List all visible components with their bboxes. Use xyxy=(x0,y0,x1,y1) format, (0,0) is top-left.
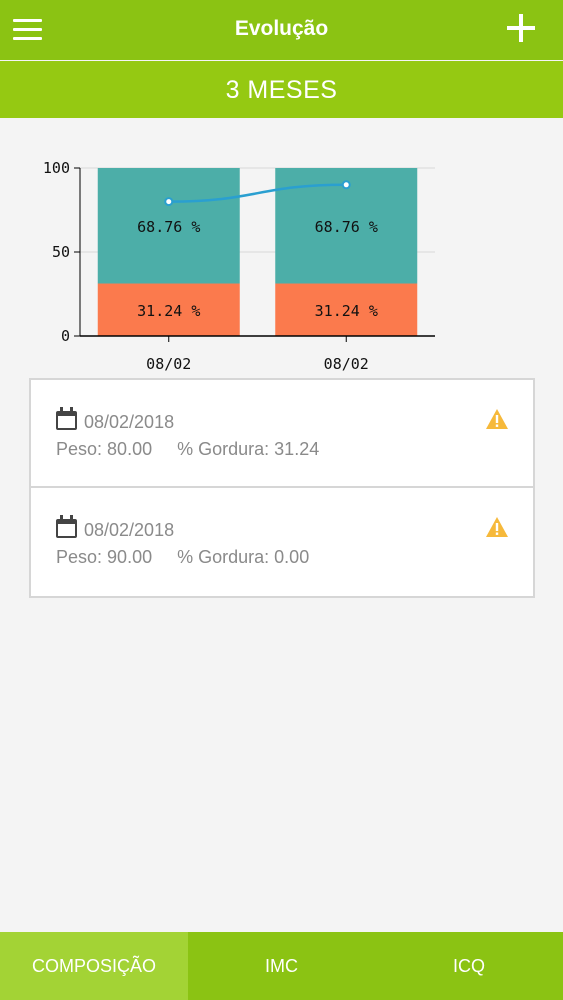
top-app-bar: Evolução xyxy=(0,0,563,60)
page-title: Evolução xyxy=(234,17,329,40)
peso-label: Peso: xyxy=(56,439,103,459)
bar-data-label: 68.76 % xyxy=(315,218,378,236)
bar-segment xyxy=(275,283,418,336)
record-item[interactable]: 08/02/2018 Peso: 90.00 % Gordura: 0.00 xyxy=(31,488,533,596)
bar-segment xyxy=(97,168,240,284)
y-tick-label: 100 xyxy=(43,159,70,177)
weight-point xyxy=(341,180,351,190)
y-tick-label: 50 xyxy=(52,243,70,261)
warning-icon xyxy=(486,517,508,537)
bar-data-label: 31.24 % xyxy=(137,302,200,320)
records-list: 08/02/2018 Peso: 80.00 % Gordura: 31.24 … xyxy=(29,378,535,598)
bar-segment xyxy=(97,283,240,336)
gordura-value: 31.24 xyxy=(274,439,320,459)
tab-imc[interactable]: IMC xyxy=(265,956,298,976)
peso-label: Peso: xyxy=(56,547,103,567)
tab-icq[interactable]: ICQ xyxy=(452,956,485,976)
y-tick-label: 0 xyxy=(61,327,70,345)
tab-composicao[interactable]: COMPOSIÇÃO xyxy=(0,932,188,1000)
peso-value: 90.00 xyxy=(107,547,153,567)
bar-data-label: 31.24 % xyxy=(315,302,378,320)
peso-value: 80.00 xyxy=(107,439,153,459)
record-values: Peso: 80.00 % Gordura: 31.24 xyxy=(56,439,319,460)
hamburger-menu-icon[interactable] xyxy=(13,19,42,41)
gordura-label: % Gordura: xyxy=(177,547,270,567)
period-label: 3 MESES xyxy=(225,76,338,104)
gordura-label: % Gordura: xyxy=(177,439,270,459)
calendar-icon xyxy=(56,407,77,430)
calendar-icon xyxy=(56,515,77,538)
period-selector[interactable]: 3 MESES xyxy=(0,61,563,118)
warning-icon xyxy=(486,409,508,429)
x-tick-label: 08/02 xyxy=(146,355,191,373)
weight-point xyxy=(164,197,174,207)
weight-line xyxy=(168,183,347,203)
record-date: 08/02/2018 xyxy=(84,520,175,540)
plus-icon[interactable] xyxy=(507,14,535,42)
record-date: 08/02/2018 xyxy=(84,412,175,432)
record-item[interactable]: 08/02/2018 Peso: 80.00 % Gordura: 31.24 xyxy=(31,380,533,488)
record-values: Peso: 90.00 % Gordura: 0.00 xyxy=(56,547,309,568)
composition-chart: 31.24 % 68.76 % 31.24 % 68.76 % 100 50 0 08/02 0… xyxy=(43,159,435,373)
gordura-value: 0.00 xyxy=(274,547,310,567)
bar-data-label: 68.76 % xyxy=(137,218,200,236)
bottom-tab-bar: COMPOSIÇÃO IMC ICQ xyxy=(0,932,563,1000)
x-tick-label: 08/02 xyxy=(324,355,369,373)
